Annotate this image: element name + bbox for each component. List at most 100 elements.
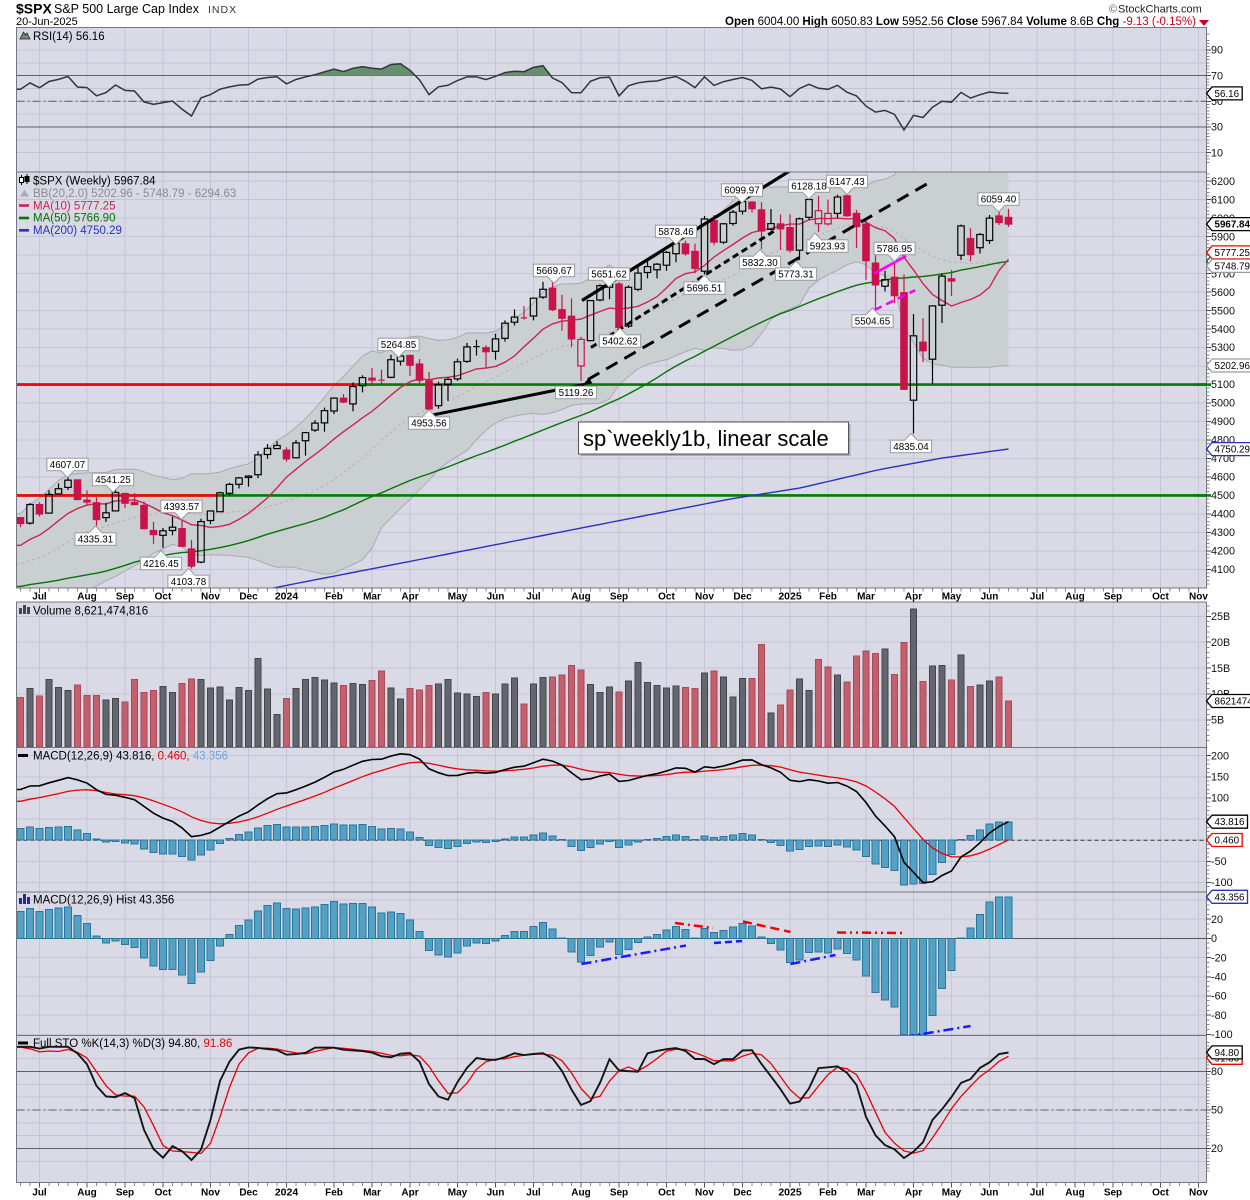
svg-text:56.16: 56.16 [1215, 89, 1240, 100]
svg-text:20: 20 [1211, 914, 1223, 926]
svg-text:Jun: Jun [981, 592, 999, 603]
svg-text:MA(200) 4750.29: MA(200) 4750.29 [33, 225, 122, 237]
svg-text:4335.31: 4335.31 [78, 535, 113, 546]
svg-text:-80: -80 [1211, 1010, 1227, 1022]
svg-text:Open 6004.00 High 6050.83 Low: Open 6004.00 High 6050.83 Low 5952.56 Cl… [725, 16, 1196, 28]
svg-text:BB(20,2.0) 5202.96 - 5748.79 -: BB(20,2.0) 5202.96 - 5748.79 - 6294.63 [33, 188, 236, 200]
svg-text:5832.30: 5832.30 [742, 258, 778, 269]
svg-text:5600: 5600 [1211, 287, 1235, 299]
svg-text:Sep: Sep [610, 1188, 628, 1199]
svg-text:Oct: Oct [155, 592, 172, 603]
svg-text:$SPX: $SPX [16, 1, 52, 17]
svg-text:5878.46: 5878.46 [658, 227, 694, 238]
svg-text:Feb: Feb [819, 592, 837, 603]
svg-text:6200: 6200 [1211, 176, 1235, 188]
svg-text:Apr: Apr [905, 592, 922, 603]
svg-text:20-Jun-2025: 20-Jun-2025 [16, 16, 78, 28]
svg-text:Aug: Aug [571, 1188, 590, 1199]
svg-text:Aug: Aug [1065, 1188, 1084, 1199]
svg-text:Oct: Oct [1152, 1188, 1169, 1199]
svg-text:200: 200 [1211, 750, 1229, 762]
svg-text:Sep: Sep [116, 592, 134, 603]
svg-text:5119.26: 5119.26 [559, 388, 594, 399]
svg-text:-50: -50 [1211, 856, 1227, 868]
svg-text:Apr: Apr [401, 1188, 418, 1199]
svg-text:80: 80 [1211, 1066, 1223, 1078]
svg-text:StockCharts.com: StockCharts.com [1118, 4, 1202, 16]
svg-text:4900: 4900 [1211, 416, 1235, 428]
svg-text:5696.51: 5696.51 [687, 284, 722, 295]
svg-text:-100: -100 [1211, 1029, 1233, 1041]
svg-text:May: May [448, 1188, 468, 1199]
svg-text:2024: 2024 [275, 591, 299, 603]
svg-text:4953.56: 4953.56 [411, 419, 447, 430]
svg-text:4393.57: 4393.57 [164, 502, 199, 513]
svg-text:MACD(12,26,9) Hist 43.356: MACD(12,26,9) Hist 43.356 [33, 895, 174, 907]
svg-text:4750.29: 4750.29 [1215, 445, 1250, 456]
svg-text:Nov: Nov [695, 592, 714, 603]
svg-text:150: 150 [1211, 772, 1229, 784]
svg-text:Jul: Jul [1030, 592, 1045, 603]
svg-text:Jul: Jul [32, 1188, 47, 1199]
svg-text:8621474816: 8621474816 [1215, 697, 1250, 708]
svg-text:5100: 5100 [1211, 379, 1235, 391]
svg-text:100: 100 [1211, 793, 1229, 805]
svg-text:5967.84: 5967.84 [1215, 220, 1250, 231]
svg-text:0.460: 0.460 [1215, 836, 1240, 847]
svg-text:4607.07: 4607.07 [50, 460, 85, 471]
svg-text:Mar: Mar [363, 592, 381, 603]
svg-text:Sep: Sep [1104, 1188, 1122, 1199]
svg-text:Nov: Nov [1189, 592, 1208, 603]
svg-text:4103.78: 4103.78 [171, 577, 207, 588]
svg-text:Dec: Dec [733, 1188, 752, 1199]
svg-text:Mar: Mar [857, 1188, 875, 1199]
svg-text:5000: 5000 [1211, 398, 1235, 410]
svg-text:30: 30 [1211, 122, 1223, 134]
svg-text:5300: 5300 [1211, 342, 1235, 354]
svg-text:15B: 15B [1211, 663, 1230, 675]
svg-text:Oct: Oct [1152, 592, 1169, 603]
svg-text:Nov: Nov [201, 1188, 220, 1199]
svg-text:Sep: Sep [1104, 592, 1122, 603]
svg-text:MACD(12,26,9) 43.816, 0.460, 4: MACD(12,26,9) 43.816, 0.460, 43.356 [33, 750, 228, 762]
svg-text:Nov: Nov [1189, 1188, 1208, 1199]
svg-text:90: 90 [1211, 45, 1223, 57]
svg-text:Feb: Feb [819, 1188, 837, 1199]
svg-text:Jul: Jul [32, 592, 47, 603]
svg-text:43.816: 43.816 [1215, 817, 1246, 828]
svg-text:5B: 5B [1211, 715, 1224, 727]
svg-text:6147.43: 6147.43 [829, 177, 865, 188]
svg-text:S&P 500 Large Cap Index: S&P 500 Large Cap Index [54, 2, 200, 16]
svg-text:5651.62: 5651.62 [591, 270, 626, 281]
svg-text:Oct: Oct [658, 1188, 675, 1199]
svg-text:4541.25: 4541.25 [95, 475, 131, 486]
svg-text:5923.93: 5923.93 [810, 242, 846, 253]
svg-text:Oct: Oct [155, 1188, 172, 1199]
svg-text:4400: 4400 [1211, 509, 1235, 521]
svg-text:43.356: 43.356 [1215, 892, 1246, 903]
svg-text:Dec: Dec [239, 592, 258, 603]
svg-text:Full STO %K(14,3) %D(3) 94.80,: Full STO %K(14,3) %D(3) 94.80, 91.86 [33, 1038, 232, 1050]
svg-text:5500: 5500 [1211, 305, 1235, 317]
svg-text:Jul: Jul [526, 592, 541, 603]
svg-text:4200: 4200 [1211, 546, 1235, 558]
svg-text:4600: 4600 [1211, 472, 1235, 484]
svg-text:sp`weekly1b, linear scale: sp`weekly1b, linear scale [583, 426, 829, 451]
svg-text:RSI(14) 56.16: RSI(14) 56.16 [33, 31, 105, 43]
svg-text:-100: -100 [1211, 877, 1233, 889]
svg-text:20B: 20B [1211, 637, 1230, 649]
svg-text:Dec: Dec [733, 592, 752, 603]
svg-text:Aug: Aug [571, 592, 590, 603]
svg-text:Jun: Jun [981, 1188, 999, 1199]
svg-text:May: May [942, 592, 962, 603]
svg-text:Feb: Feb [325, 1188, 343, 1199]
svg-text:50: 50 [1211, 1105, 1223, 1117]
svg-text:5402.62: 5402.62 [602, 337, 637, 348]
svg-text:Sep: Sep [610, 592, 628, 603]
svg-text:5504.65: 5504.65 [855, 317, 891, 328]
svg-text:MA(10) 5777.25: MA(10) 5777.25 [33, 200, 115, 212]
svg-text:Jun: Jun [487, 1188, 505, 1199]
svg-text:5786.95: 5786.95 [877, 244, 913, 255]
svg-text:4300: 4300 [1211, 527, 1235, 539]
svg-text:©: © [1109, 4, 1117, 16]
